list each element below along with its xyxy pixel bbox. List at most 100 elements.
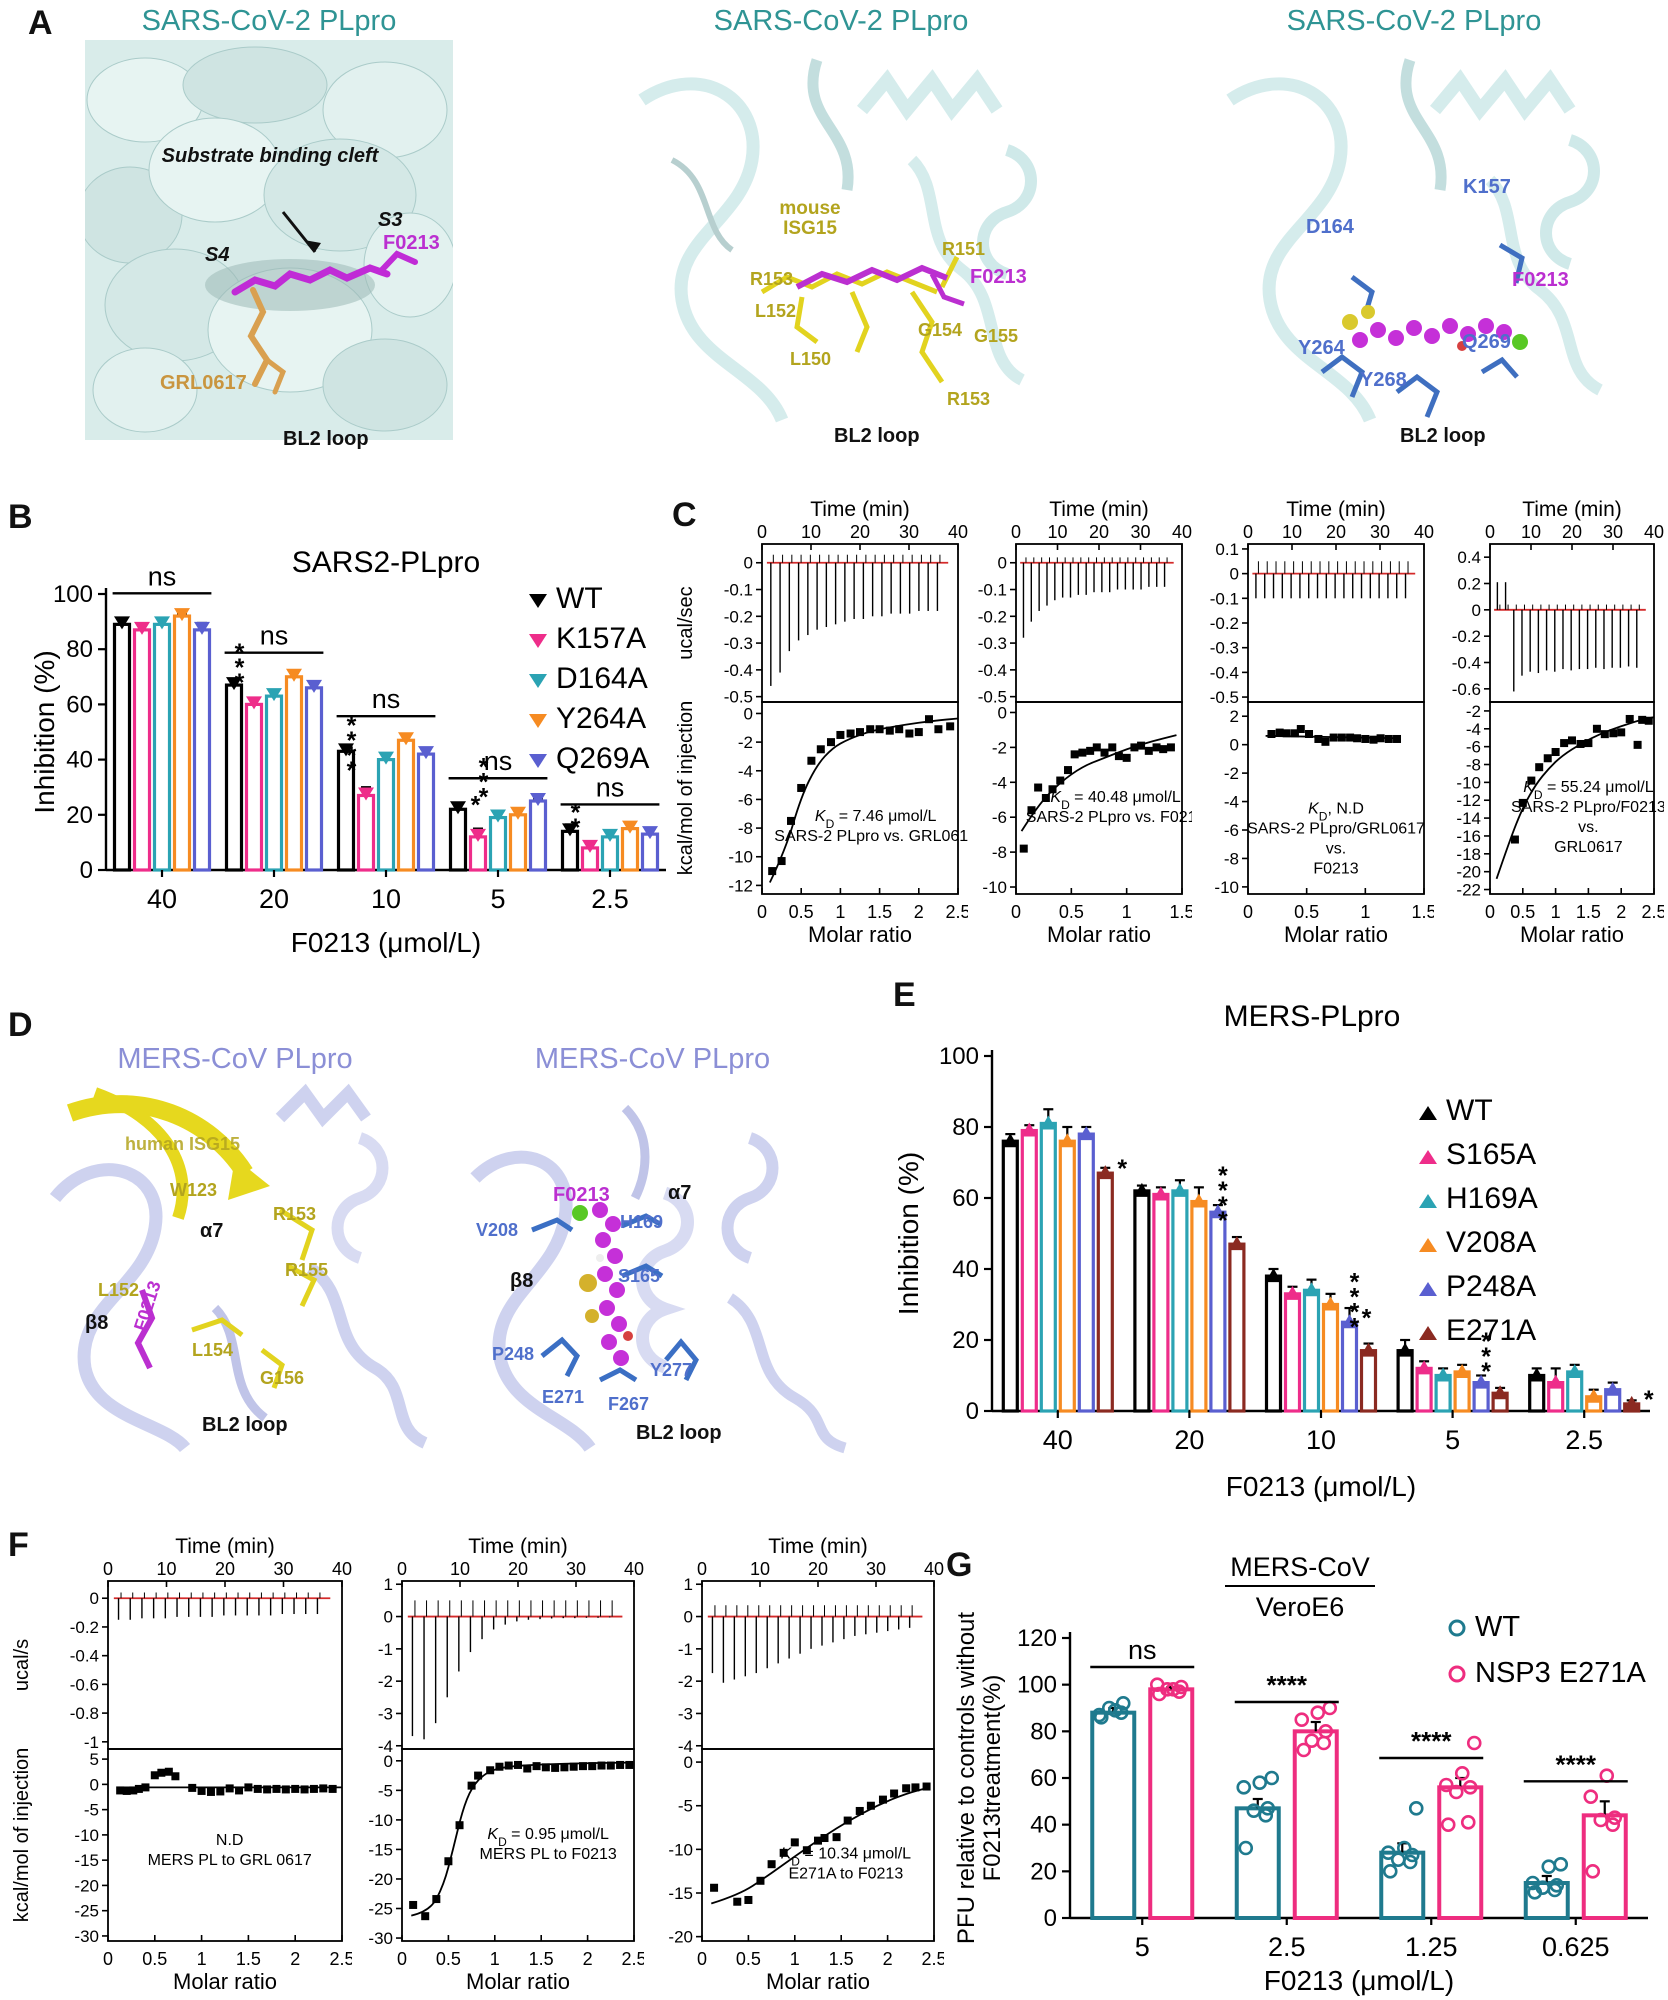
svg-text:0: 0 xyxy=(1485,522,1495,542)
structure-mers-isg15: MERS-CoV PLpro human ISG15 W123 α7 R153 … xyxy=(30,1042,440,1454)
svg-text:20: 20 xyxy=(850,522,870,542)
svg-text:*: * xyxy=(479,753,489,781)
svg-text:ns: ns xyxy=(260,621,289,651)
ligand-f0213-sticks xyxy=(134,1288,156,1370)
svg-text:Inhibition (%): Inhibition (%) xyxy=(29,650,60,813)
svg-text:1: 1 xyxy=(835,902,845,922)
svg-text:-0.6: -0.6 xyxy=(70,1675,99,1694)
sulfur-atom xyxy=(1342,314,1358,330)
svg-text:-8: -8 xyxy=(992,843,1007,862)
svg-text:0: 0 xyxy=(684,1753,693,1772)
svg-text:0.5: 0.5 xyxy=(789,902,814,922)
svg-text:30: 30 xyxy=(899,522,919,542)
svg-text:VeroE6: VeroE6 xyxy=(1256,1592,1345,1622)
svg-text:40: 40 xyxy=(1043,1425,1073,1455)
svg-text:ucal/sec: ucal/sec xyxy=(676,586,697,659)
svg-text:40: 40 xyxy=(624,1559,644,1579)
structure-mers-mutsites: MERS-CoV PLpro xyxy=(450,1042,855,1454)
itc-sars2-f0213: Time (min) 0 10 20 30 40 0 -0.1 -0.2 -0.3 -0.4 -0.5… xyxy=(968,498,1206,950)
svg-text:0: 0 xyxy=(1243,902,1253,922)
svg-text:-3: -3 xyxy=(378,1704,393,1723)
svg-text:2.5: 2.5 xyxy=(1641,902,1664,922)
svg-text:KD, N.D: KD, N.D xyxy=(1308,800,1364,823)
svg-text:0: 0 xyxy=(684,1608,693,1627)
residue-label: E271 xyxy=(542,1387,585,1407)
svg-text:0.2: 0.2 xyxy=(1457,575,1481,594)
svg-text:-3: -3 xyxy=(678,1704,693,1723)
svg-text:0: 0 xyxy=(757,522,767,542)
bl2-loop-label: BL2 loop xyxy=(202,1414,288,1436)
svg-text:-2: -2 xyxy=(738,733,753,752)
svg-text:ns: ns xyxy=(372,684,401,714)
svg-text:5: 5 xyxy=(1135,1932,1150,1962)
panel-f-label: F xyxy=(8,1526,29,1564)
svg-text:0: 0 xyxy=(697,1949,707,1969)
svg-text:-6: -6 xyxy=(992,808,1007,827)
annotation-substrate-cleft: Substrate binding cleft xyxy=(161,145,379,167)
svg-text:1.5: 1.5 xyxy=(1169,902,1192,922)
svg-text:*: * xyxy=(1350,1284,1360,1312)
svg-text:1.5: 1.5 xyxy=(1576,902,1601,922)
svg-text:*: * xyxy=(479,768,489,796)
svg-text:-1: -1 xyxy=(378,1640,393,1659)
svg-text:20: 20 xyxy=(808,1559,828,1579)
svg-text:-10: -10 xyxy=(1456,773,1481,792)
svg-text:F0213 (μmol/L): F0213 (μmol/L) xyxy=(291,927,481,958)
svg-text:Time (min): Time (min) xyxy=(810,498,910,521)
helix-a7-label: α7 xyxy=(200,1220,224,1242)
svg-text:1: 1 xyxy=(1122,902,1132,922)
svg-text:20: 20 xyxy=(508,1559,528,1579)
strand-b8-label: β8 xyxy=(510,1270,534,1292)
svg-text:2: 2 xyxy=(1230,707,1239,726)
svg-text:20: 20 xyxy=(952,1327,979,1354)
svg-text:2.5: 2.5 xyxy=(591,884,629,914)
svg-text:-0.2: -0.2 xyxy=(1210,614,1239,633)
ligand-f0213-label: F0213 xyxy=(970,266,1027,288)
residue-label: L154 xyxy=(192,1340,234,1360)
svg-text:0: 0 xyxy=(397,1949,407,1969)
svg-text:-4: -4 xyxy=(992,773,1007,792)
svg-text:10: 10 xyxy=(1282,522,1302,542)
svg-text:2: 2 xyxy=(583,1949,593,1969)
ligand-f0213-balls xyxy=(592,1202,629,1366)
residue-label: P248 xyxy=(492,1344,535,1364)
ligand-f0213-balls xyxy=(1352,318,1512,348)
svg-text:Time (min): Time (min) xyxy=(1522,498,1622,521)
svg-text:60: 60 xyxy=(66,691,93,718)
svg-text:-2: -2 xyxy=(678,1672,693,1691)
chart-mers-plpro-inhibition: 0 20 40 60 80 100 MERS-PLpro 40 20 10 5 2.5 F0213 (μ… xyxy=(892,986,1668,1506)
svg-text:-0.6: -0.6 xyxy=(1452,680,1481,699)
svg-text:40: 40 xyxy=(1030,1812,1057,1839)
svg-text:-2: -2 xyxy=(1224,764,1239,783)
residue-label: R153 xyxy=(947,389,991,409)
panel-e-label: E xyxy=(893,976,916,1014)
svg-text:*: * xyxy=(1218,1177,1228,1205)
protein-surface-cartoon xyxy=(77,40,457,440)
svg-text:20: 20 xyxy=(1326,522,1346,542)
svg-text:40: 40 xyxy=(1172,522,1192,542)
svg-text:0: 0 xyxy=(103,1559,113,1579)
svg-text:80: 80 xyxy=(952,1114,979,1141)
svg-text:vs.: vs. xyxy=(1578,819,1598,836)
svg-text:NSP3 E271A: NSP3 E271A xyxy=(1475,1657,1647,1689)
svg-text:-10: -10 xyxy=(982,878,1007,897)
residue-label: R153 xyxy=(273,1204,317,1224)
svg-text:Time (min): Time (min) xyxy=(1286,498,1386,521)
svg-text:1: 1 xyxy=(684,1575,693,1594)
panel-a-label: A xyxy=(28,4,53,42)
svg-text:-0.8: -0.8 xyxy=(70,1704,99,1723)
svg-text:0: 0 xyxy=(1230,565,1239,584)
svg-text:F0213treatment(%): F0213treatment(%) xyxy=(979,1675,1006,1882)
sulfur-atom xyxy=(579,1274,597,1292)
svg-text:2.5: 2.5 xyxy=(1268,1932,1306,1962)
svg-text:*: * xyxy=(347,742,357,770)
itc-e271a-f0213: Time (min) 0 10 20 30 40 1 0 -1 -2 -3 -4 0 -5 -10 -15 -2… xyxy=(652,1535,946,1997)
residue-label: Y277 xyxy=(650,1360,693,1380)
svg-text:0.5: 0.5 xyxy=(1510,902,1535,922)
svg-text:P248A: P248A xyxy=(1446,1270,1536,1303)
svg-text:-20: -20 xyxy=(74,1876,99,1895)
svg-text:-2: -2 xyxy=(1466,702,1481,721)
itc-sars2-grl0617: Time (min) 0 10 20 30 40 0 -0.1 -0.2 -0.3 -0.4 -0.5… xyxy=(675,498,977,950)
chart-mers-cov-pfu: 0 20 40 60 80 100 120 MERS-CoV VeroE6 5 2.5 1.25 0.6… xyxy=(952,1546,1668,2000)
svg-text:Molar ratio: Molar ratio xyxy=(173,1969,277,1994)
